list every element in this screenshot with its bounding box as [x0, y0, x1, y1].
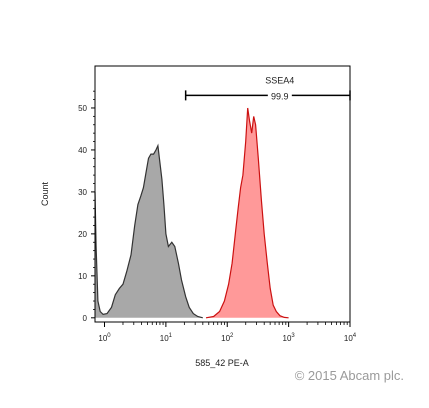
x-tick-label: 102 — [221, 333, 234, 343]
y-tick-label: 50 — [78, 104, 87, 113]
histogram-line-0 — [94, 143, 203, 319]
x-axis: 100 101 102 103 104 — [98, 322, 357, 343]
x-tick-label: 104 — [344, 333, 357, 343]
y-tick-label: 20 — [78, 230, 87, 239]
x-tick-label: 101 — [160, 333, 173, 343]
x-axis-title: 585_42 PE-A — [195, 358, 249, 368]
y-tick-label: 30 — [78, 188, 87, 197]
gate-value-background — [267, 91, 292, 102]
x-tick-label: 100 — [98, 333, 111, 343]
y-axis: 0 10 20 30 40 50 — [78, 90, 95, 323]
y-tick-label: 0 — [83, 314, 88, 323]
y-tick-label: 40 — [78, 146, 87, 155]
histogram-fill-0 — [95, 145, 203, 318]
y-axis-title: Count — [40, 182, 50, 207]
copyright-watermark: © 2015 Abcam plc. — [294, 368, 404, 383]
gate-label: SSEA4 — [265, 75, 294, 85]
plot-frame — [94, 65, 351, 323]
x-tick-label: 103 — [283, 333, 296, 343]
histogram-line-1 — [205, 107, 289, 319]
y-tick-label: 10 — [78, 272, 87, 281]
histogram-fill-1 — [206, 108, 289, 318]
plot-area — [94, 107, 289, 319]
ssea4-gate: SSEA4 99.9 — [184, 75, 351, 102]
gate-value: 99.9 — [271, 91, 289, 101]
